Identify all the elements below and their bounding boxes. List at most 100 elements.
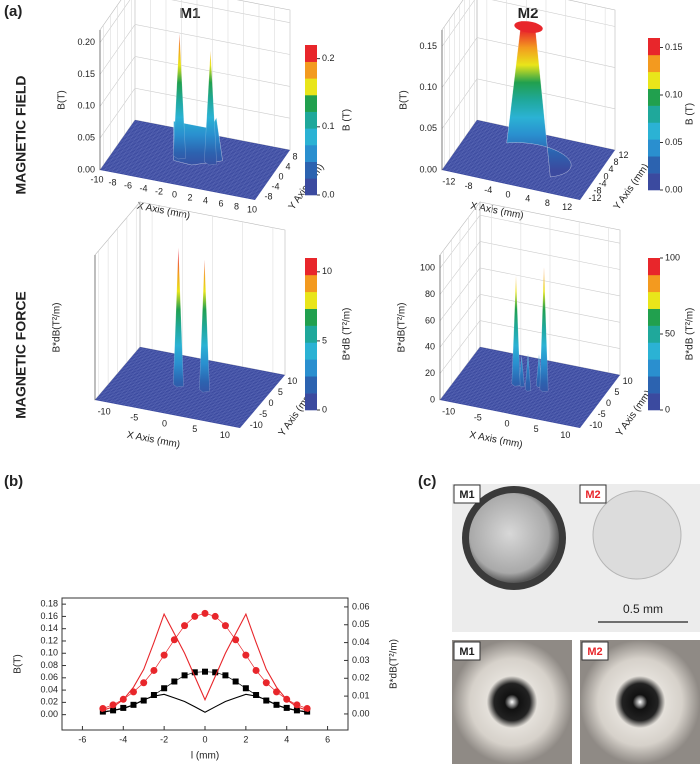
surface-mesh bbox=[572, 373, 614, 427]
marker bbox=[283, 704, 290, 711]
surface-mesh bbox=[192, 365, 238, 419]
colorbar-tick-label: 0.1 bbox=[322, 121, 335, 131]
photo-group: 0.5 mm M1 M2 M1 M2 bbox=[452, 484, 700, 764]
marker bbox=[242, 651, 250, 659]
surface-mesh bbox=[530, 365, 572, 419]
surface-mesh bbox=[227, 144, 263, 195]
surface-peak bbox=[173, 33, 186, 160]
surface-mesh bbox=[251, 149, 287, 200]
y-tick-label: 0.06 bbox=[40, 672, 58, 682]
y-tick-label: 12 bbox=[619, 150, 629, 160]
x-tick-label: -8 bbox=[465, 181, 473, 191]
surface-mesh bbox=[467, 133, 606, 164]
surface-mesh bbox=[136, 350, 282, 380]
y2-tick-label: 0.06 bbox=[352, 601, 370, 611]
z-tick-label: 0.15 bbox=[77, 69, 95, 79]
colorbar-tick-label: 0.0 bbox=[322, 189, 335, 199]
x-tick-label: -10 bbox=[442, 407, 455, 417]
colorbar-segment bbox=[648, 139, 660, 157]
panel-label: (b) bbox=[4, 473, 23, 490]
surface-mesh bbox=[468, 132, 607, 163]
surface-mesh bbox=[231, 145, 267, 196]
surface-mesh bbox=[524, 137, 560, 189]
surface-mesh bbox=[544, 367, 586, 422]
colorbar-segment bbox=[648, 173, 660, 191]
y-tick-label: -4 bbox=[272, 181, 280, 191]
surface-mesh bbox=[117, 373, 263, 402]
surface-mesh bbox=[463, 138, 602, 169]
x-tick-label: -6 bbox=[78, 734, 86, 744]
colorbar-tick-label: 0.00 bbox=[665, 184, 683, 194]
y-tick-label: -8 bbox=[594, 186, 602, 196]
grid-line bbox=[441, 0, 616, 47]
surface-mesh bbox=[562, 371, 603, 425]
x-axis-label: X Axis (mm) bbox=[468, 430, 523, 451]
series-line bbox=[102, 612, 308, 711]
panel-label: (c) bbox=[418, 473, 436, 490]
grid-line bbox=[99, 0, 291, 43]
colorbar-segment bbox=[648, 393, 660, 411]
x-tick-label: 0 bbox=[162, 418, 167, 428]
surface-mesh bbox=[528, 138, 564, 189]
y2-tick-label: 0.04 bbox=[352, 637, 370, 647]
surface-mesh bbox=[220, 143, 256, 194]
label-box bbox=[453, 484, 481, 504]
marker bbox=[262, 679, 270, 687]
surface-peak bbox=[173, 247, 184, 388]
surface-mesh bbox=[555, 370, 596, 424]
surface-mesh bbox=[214, 370, 260, 424]
surface-mesh bbox=[232, 373, 278, 427]
surface-mesh bbox=[216, 142, 252, 193]
surface-mesh bbox=[465, 365, 607, 394]
y-tick-label: 0.02 bbox=[40, 697, 58, 707]
panel-label: (a) bbox=[4, 3, 22, 20]
surface-mesh bbox=[225, 372, 271, 426]
colorbar-segment bbox=[648, 122, 660, 140]
colorbar-tick-label: 0.05 bbox=[665, 137, 683, 147]
marker bbox=[109, 701, 117, 709]
photo-label: M2 bbox=[587, 646, 602, 658]
x-tick-label: 0 bbox=[172, 189, 177, 199]
colorbar-segment bbox=[648, 38, 660, 56]
x-tick-label: 10 bbox=[220, 430, 230, 440]
y-tick-label: -8 bbox=[265, 191, 273, 201]
surface-mesh bbox=[534, 365, 575, 419]
x-tick-label: 10 bbox=[247, 204, 257, 214]
colorbar-segment bbox=[305, 128, 317, 146]
surface-mesh bbox=[189, 365, 235, 419]
colorbar-segment bbox=[648, 156, 660, 174]
surface-mesh bbox=[565, 372, 607, 426]
surface-mesh bbox=[119, 370, 265, 399]
x-tick-label: -4 bbox=[139, 183, 147, 193]
x-tick-label: 12 bbox=[562, 202, 572, 212]
colorbar-tick-label: 0.15 bbox=[665, 42, 683, 52]
surface-peak bbox=[539, 267, 549, 393]
y-tick-label: 5 bbox=[278, 387, 283, 397]
surface-peak bbox=[518, 356, 525, 388]
z-tick-label: 100 bbox=[420, 263, 435, 273]
magnet-disc bbox=[469, 493, 559, 583]
surface-mesh bbox=[236, 374, 282, 428]
surface-mesh bbox=[558, 370, 600, 424]
x-tick-label: -5 bbox=[474, 413, 482, 423]
surface-mesh bbox=[562, 146, 598, 197]
marker bbox=[201, 609, 209, 617]
y-tick-label: 4 bbox=[286, 161, 291, 171]
grid-line bbox=[99, 24, 291, 75]
column-title: M1 bbox=[180, 5, 201, 22]
colorbar-segment bbox=[648, 88, 660, 106]
surface-mesh bbox=[243, 147, 279, 198]
colorbar-segment bbox=[648, 359, 660, 377]
marker bbox=[191, 612, 199, 620]
x-tick-label: 6 bbox=[325, 734, 330, 744]
column-title: M2 bbox=[518, 5, 539, 22]
marker bbox=[252, 666, 260, 674]
surface-mesh bbox=[461, 142, 600, 173]
x-tick-label: -5 bbox=[130, 413, 138, 423]
x-tick-label: 0 bbox=[505, 189, 510, 199]
y-axis-label: Y Axis (mm) bbox=[612, 162, 652, 212]
marker bbox=[222, 672, 229, 679]
x-tick-label: 4 bbox=[203, 195, 208, 205]
colorbar-segment bbox=[305, 61, 317, 79]
